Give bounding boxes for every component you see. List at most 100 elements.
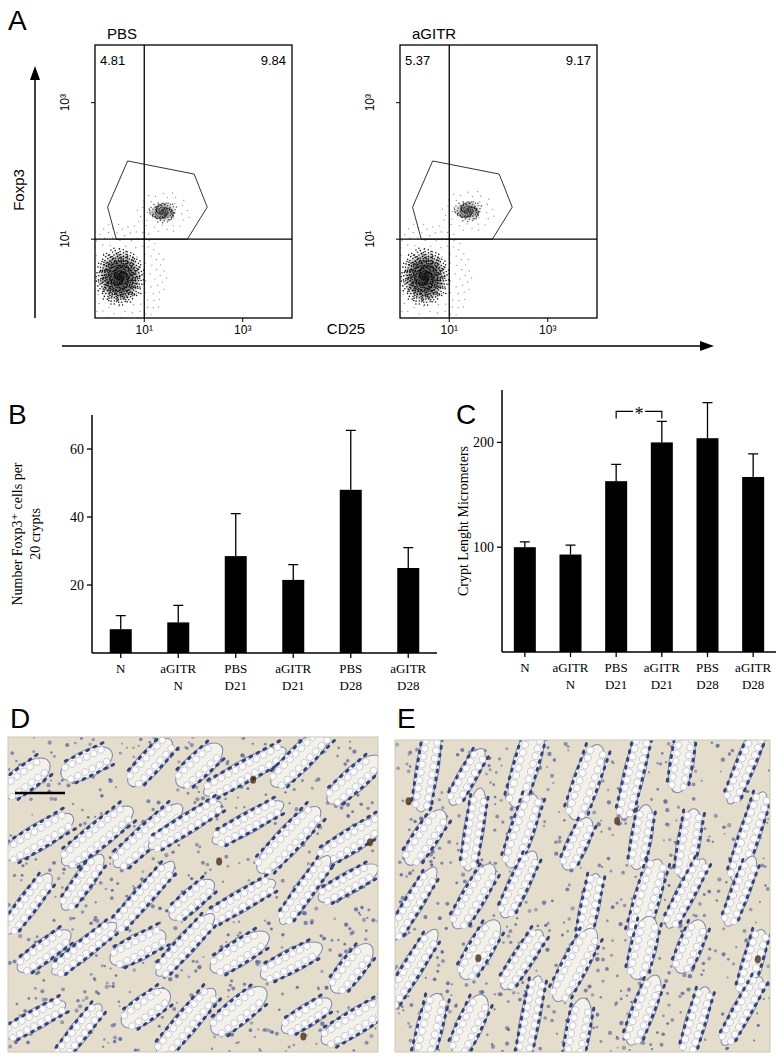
event-dot [110, 292, 112, 294]
nucleus [187, 975, 190, 978]
event-dot [153, 204, 155, 206]
category-label: aGITRD21 [275, 661, 311, 693]
event-dot [476, 215, 478, 217]
label-line: PBS [605, 660, 628, 675]
event-dot [121, 284, 123, 286]
event-dot [419, 291, 421, 293]
event-dot [165, 210, 167, 212]
event-dot [136, 295, 138, 297]
event-dot [422, 270, 424, 272]
axis-arrow [62, 345, 702, 347]
event-dot [431, 254, 433, 256]
event-dot [161, 205, 163, 207]
event-dot [472, 204, 474, 206]
event-dot [458, 203, 460, 205]
event-dot [429, 269, 431, 271]
event-dot [486, 212, 487, 213]
event-dot [123, 293, 125, 295]
event-dot [464, 299, 465, 300]
event-dot [120, 256, 122, 258]
event-dot [403, 303, 404, 304]
nucleus [240, 753, 244, 757]
event-dot [438, 267, 440, 269]
event-dot [438, 260, 440, 262]
event-dot [111, 265, 113, 267]
event-dot [417, 251, 419, 253]
tick [87, 584, 92, 585]
event-dot [408, 277, 410, 279]
event-dot [128, 268, 130, 270]
event-dot [124, 293, 126, 295]
event-dot [138, 266, 140, 268]
event-dot [112, 264, 114, 266]
label-line: aGITR [735, 660, 771, 675]
event-dot [180, 225, 181, 226]
event-dot [99, 234, 100, 235]
event-dot [420, 281, 422, 283]
event-dot [412, 258, 414, 260]
micrograph [8, 737, 378, 1052]
event-dot [118, 301, 120, 303]
event-dot [109, 260, 111, 262]
event-dot [467, 192, 468, 193]
event-dot [123, 298, 125, 300]
event-dot [126, 251, 128, 253]
event-dot [426, 284, 428, 286]
event-dot [171, 217, 173, 219]
event-dot [121, 282, 123, 284]
event-dot [432, 261, 434, 263]
event-dot [114, 313, 115, 314]
event-dot [164, 208, 166, 210]
event-dot [170, 204, 172, 206]
event-dot [464, 203, 466, 205]
event-dot [470, 214, 472, 216]
event-dot [431, 296, 433, 298]
event-dot [463, 306, 464, 307]
event-dot [119, 240, 120, 241]
event-dot [428, 291, 430, 293]
tick [120, 653, 121, 658]
nucleus [340, 806, 344, 810]
event-dot [104, 274, 106, 276]
event-dot [403, 294, 404, 295]
event-dot [102, 291, 104, 293]
nucleus [198, 845, 201, 848]
event-dot [472, 215, 474, 217]
event-dot [157, 221, 159, 223]
event-dot [105, 263, 107, 265]
event-dot [415, 274, 417, 276]
nucleus [36, 935, 39, 938]
event-dot [105, 276, 107, 278]
event-dot [112, 286, 114, 288]
event-dot [479, 202, 480, 203]
gate-percentage: 9.17 [566, 53, 591, 68]
event-dot [411, 279, 413, 281]
event-dot [164, 220, 166, 222]
event-dot [459, 225, 460, 226]
event-dot [104, 274, 106, 276]
event-dot [117, 291, 119, 293]
event-dot [131, 267, 133, 269]
event-dot [107, 296, 109, 298]
event-dot [461, 207, 463, 209]
gate-percentage: 9.84 [261, 53, 286, 68]
bar [651, 442, 673, 652]
event-dot [114, 279, 116, 281]
event-dot [117, 255, 119, 257]
event-dot [434, 284, 436, 286]
event-dot [423, 277, 425, 279]
category-label: PBSD28 [696, 660, 719, 692]
event-dot [420, 269, 422, 271]
event-dot [440, 277, 442, 279]
event-dot [468, 201, 470, 203]
event-dot [415, 249, 417, 251]
nucleus [139, 738, 142, 741]
event-dot [129, 268, 131, 270]
nucleus [94, 816, 96, 818]
event-dot [174, 212, 176, 214]
event-dot [408, 284, 410, 286]
event-dot [415, 290, 417, 292]
event-dot [430, 281, 432, 283]
quadrant-line [449, 45, 450, 318]
figure: ABCDEFoxp3CD2510¹10³10¹10³PBS4.819.8410¹… [0, 0, 777, 1058]
